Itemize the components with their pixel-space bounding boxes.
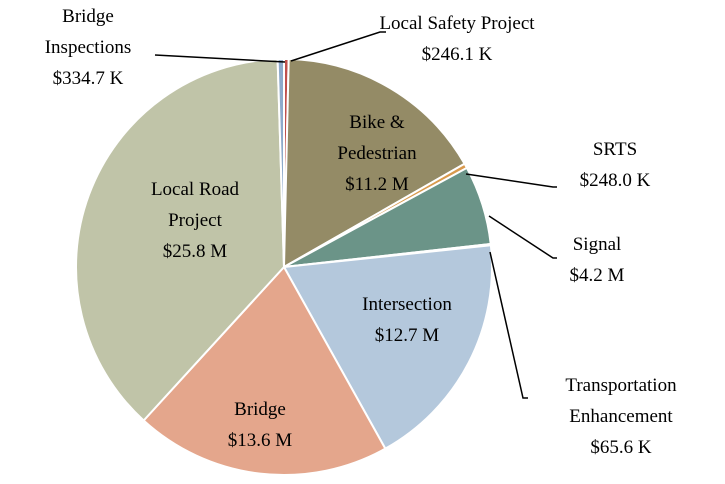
leader-line [154,54,286,63]
leader-line [290,31,386,62]
slice-label: Bridge Inspections $334.7 K [23,1,153,94]
slice-label: SRTS $248.0 K [565,134,665,196]
value-label: $12.7 M [374,325,440,346]
slice-label: Signal $4.2 M [552,229,642,291]
value-label: $25.8 M [162,241,228,262]
pie-slice [282,58,466,269]
value-label: $13.6 M [227,430,293,451]
value-label: $334.7 K [52,68,124,89]
slice-label: Local Road Project $25.8 M [125,174,265,267]
category-label: Intersection [362,294,452,315]
category-label: Bike & Pedestrian [337,112,417,164]
category-label: SRTS [592,139,638,160]
value-label: $248.0 K [579,170,651,191]
category-label: Transportation Enhancement [565,375,677,427]
value-label: $246.1 K [421,44,493,65]
category-label: Local Safety Project [379,13,535,34]
leader-line [465,173,557,188]
slice-label: Local Safety Project $246.1 K [377,8,537,70]
slice-label: Bridge $13.6 M [200,394,320,456]
category-label: Bridge [234,399,286,420]
pie-slice [142,265,387,476]
slice-label: Bike & Pedestrian $11.2 M [317,107,437,200]
pie-slice [276,57,285,268]
value-label: $65.6 K [590,437,652,458]
leader-line [488,215,557,259]
leader-line [489,251,528,399]
pie-slice [75,58,286,422]
slice-label: Transportation Enhancement $65.6 K [536,370,706,463]
value-label: $4.2 M [569,265,625,286]
value-label: $11.2 M [345,174,409,195]
category-label: Local Road Project [150,179,240,231]
category-label: Signal [572,234,622,255]
slice-label: Intersection $12.7 M [337,289,477,351]
category-label: Bridge Inspections [44,6,132,58]
pie-slice [282,244,493,451]
